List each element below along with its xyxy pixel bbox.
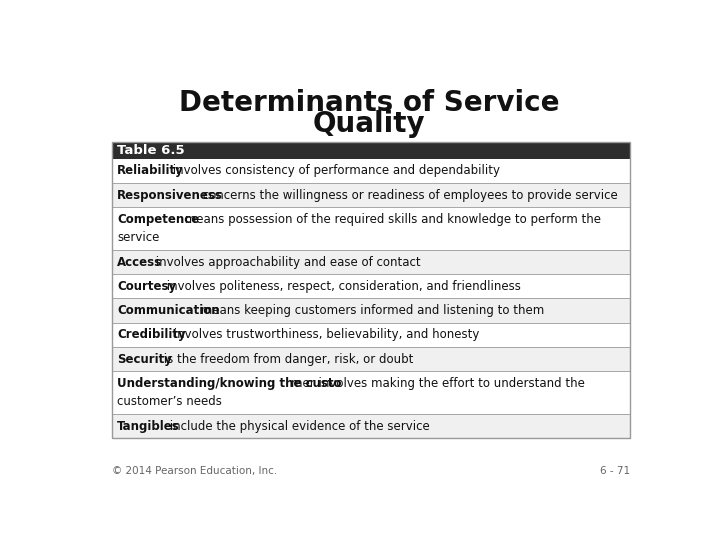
Text: Access: Access (117, 255, 162, 269)
Text: include the physical evidence of the service: include the physical evidence of the ser… (166, 420, 430, 433)
Text: involves politeness, respect, consideration, and friendliness: involves politeness, respect, considerat… (163, 280, 521, 293)
Text: 6 - 71: 6 - 71 (600, 467, 630, 476)
Bar (112, 142, 630, 159)
Text: customer’s needs: customer’s needs (117, 395, 222, 408)
Bar (112, 250, 630, 274)
Text: Security: Security (117, 353, 172, 366)
Text: Courtesy: Courtesy (117, 280, 176, 293)
Text: is the freedom from danger, risk, or doubt: is the freedom from danger, risk, or dou… (160, 353, 413, 366)
Text: involves approachability and ease of contact: involves approachability and ease of con… (152, 255, 420, 269)
Text: mer involves making the effort to understand the: mer involves making the effort to unders… (291, 377, 585, 390)
Bar (112, 414, 630, 438)
Text: Table 6.5: Table 6.5 (117, 144, 185, 157)
Text: Understanding/knowing the custo: Understanding/knowing the custo (117, 377, 341, 390)
Text: Determinants of Service: Determinants of Service (179, 89, 559, 117)
Text: Credibility: Credibility (117, 328, 186, 341)
Text: Responsiveness: Responsiveness (117, 188, 223, 201)
Text: means keeping customers informed and listening to them: means keeping customers informed and lis… (197, 304, 544, 317)
Text: means possession of the required skills and knowledge to perform the: means possession of the required skills … (181, 213, 601, 226)
Bar (112, 207, 630, 250)
Text: Tangibles: Tangibles (117, 420, 180, 433)
Text: Reliability: Reliability (117, 164, 184, 177)
Text: Competence: Competence (117, 213, 199, 226)
Bar (112, 183, 630, 207)
Text: involves consistency of performance and dependability: involves consistency of performance and … (169, 164, 500, 177)
Text: service: service (117, 231, 160, 244)
Text: © 2014 Pearson Education, Inc.: © 2014 Pearson Education, Inc. (112, 467, 277, 476)
Text: concerns the willingness or readiness of employees to provide service: concerns the willingness or readiness of… (199, 188, 618, 201)
Bar (112, 371, 630, 414)
Bar (112, 142, 630, 438)
Bar (112, 323, 630, 347)
Bar (112, 274, 630, 299)
Bar (112, 159, 630, 183)
Bar (112, 299, 630, 323)
Text: involves trustworthiness, believability, and honesty: involves trustworthiness, believability,… (171, 328, 480, 341)
Text: Quality: Quality (312, 110, 426, 138)
Text: Communication: Communication (117, 304, 220, 317)
Bar (112, 347, 630, 371)
